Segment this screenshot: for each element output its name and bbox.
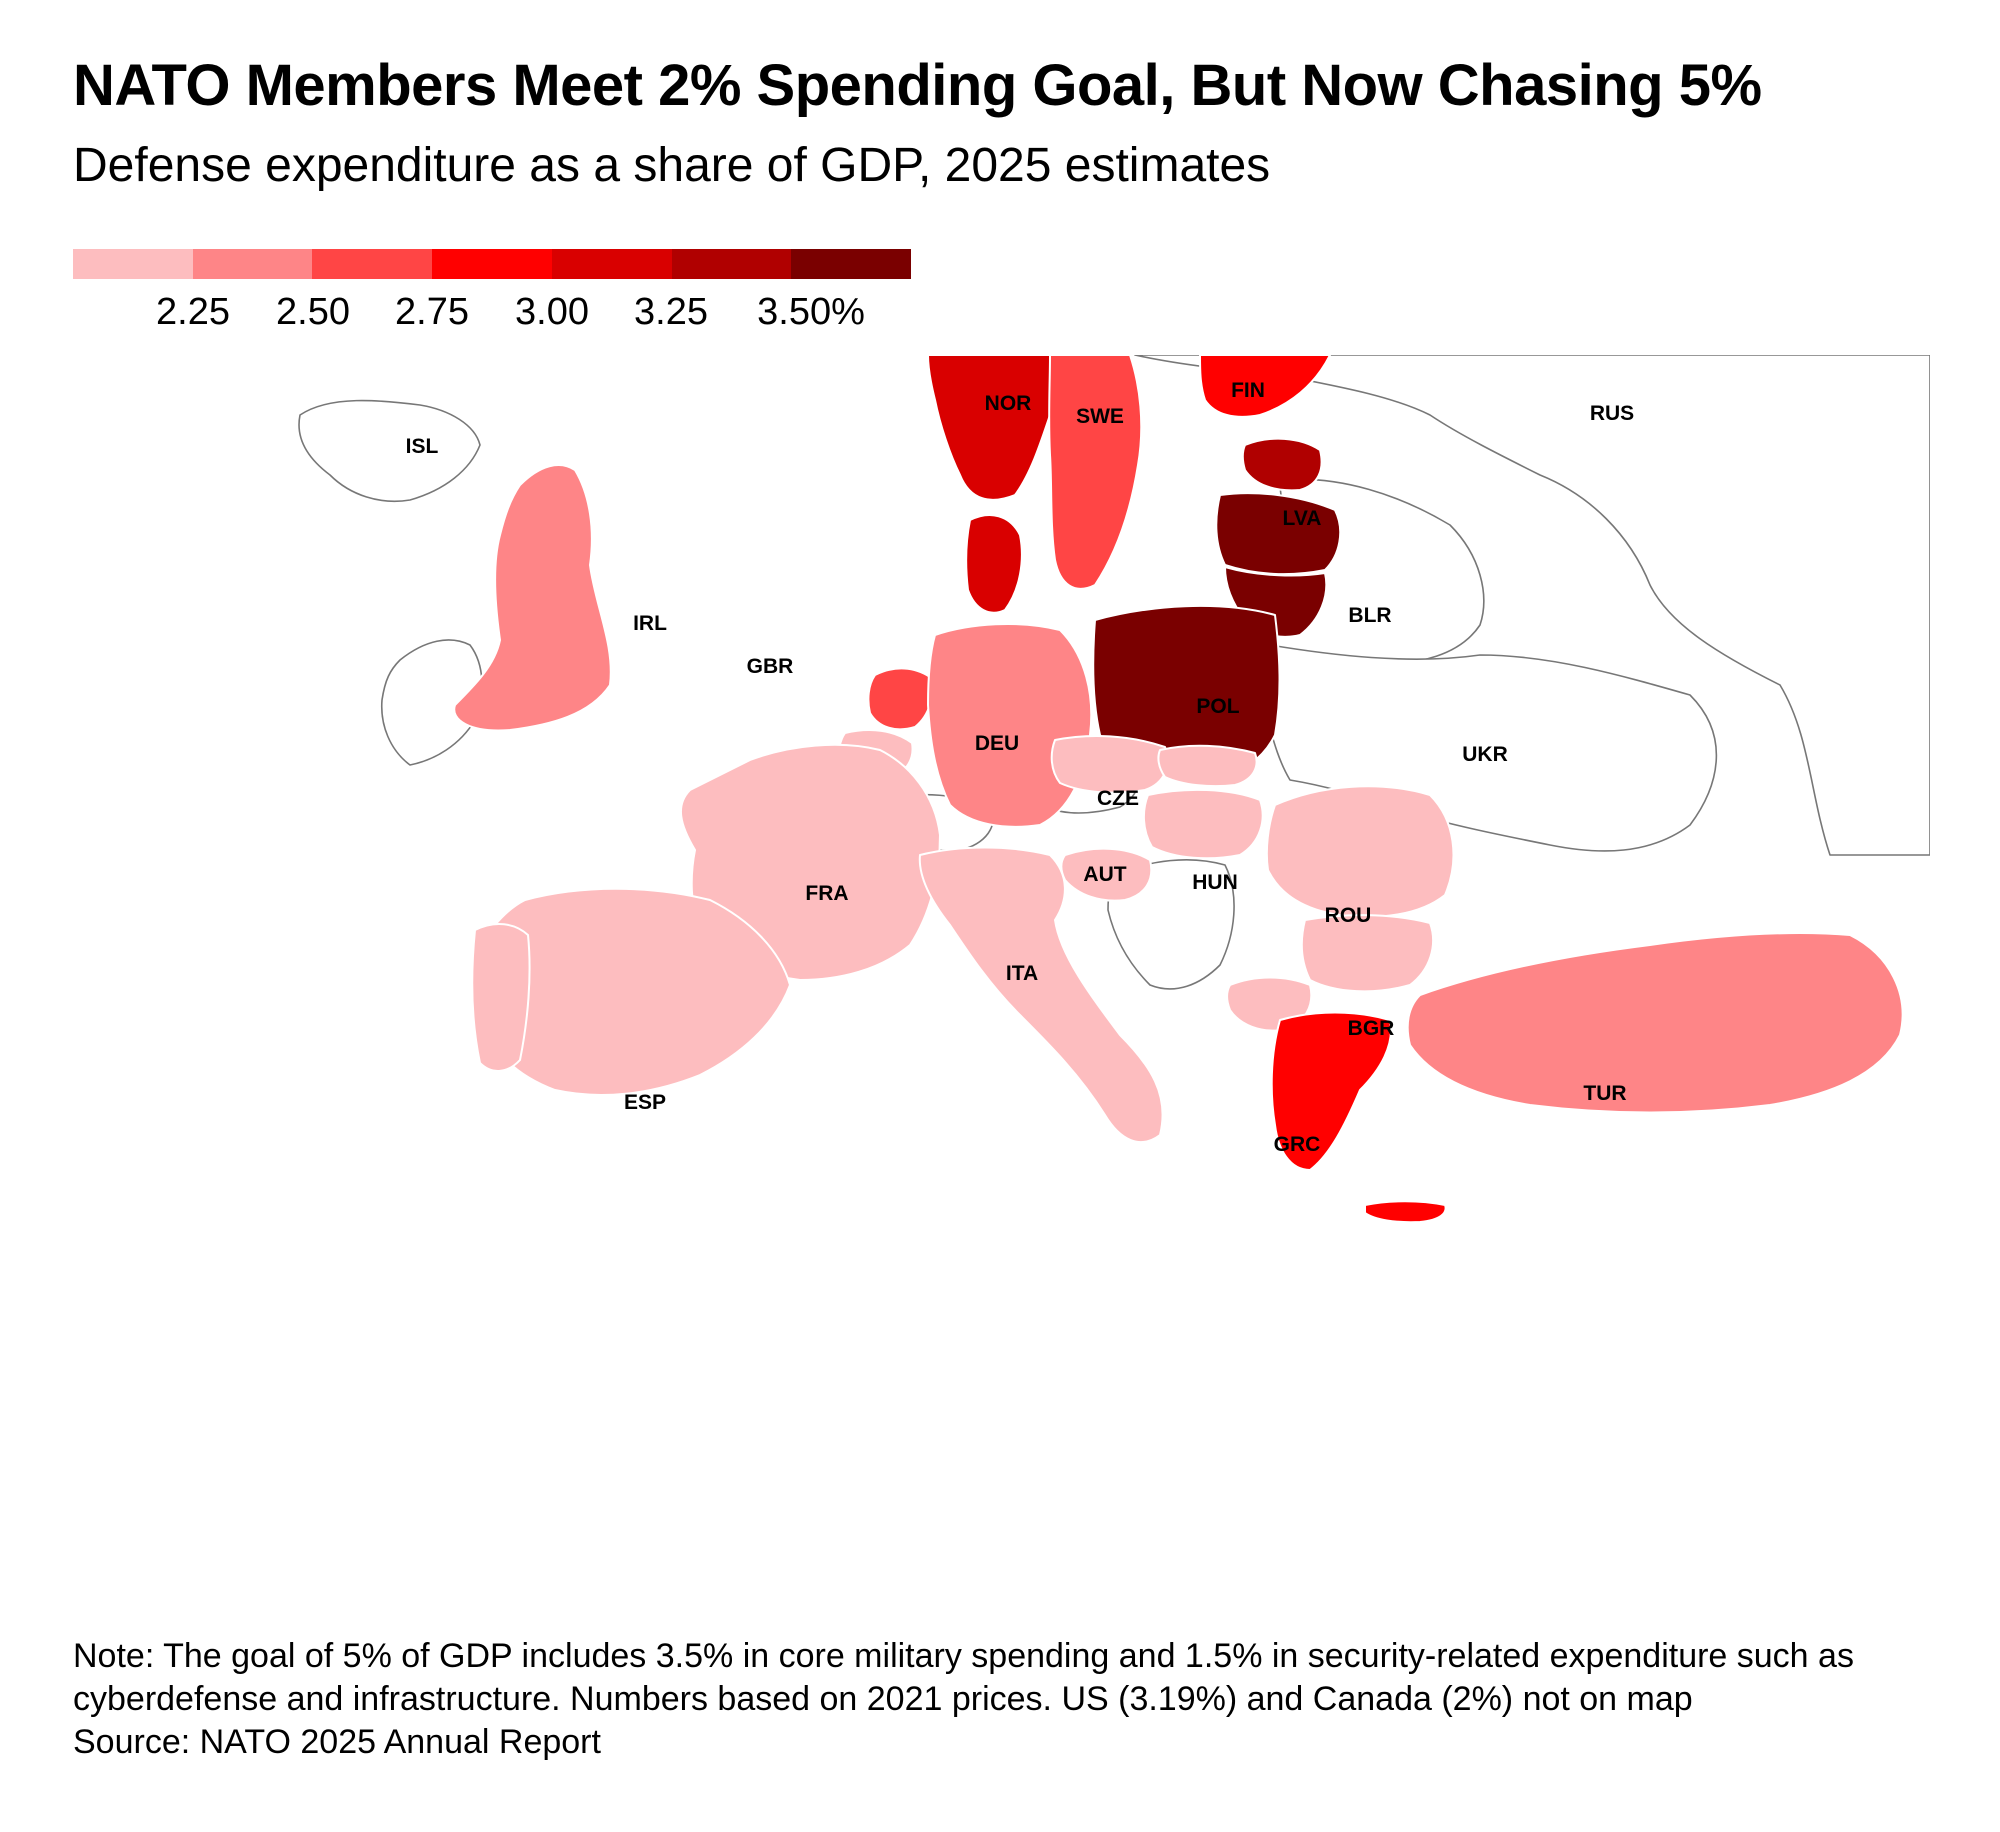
country-HUN — [1142, 788, 1264, 860]
island-crete — [1364, 1200, 1447, 1224]
legend-tick-2-75: 2.75 — [395, 291, 469, 333]
label-IRL: IRL — [633, 612, 667, 635]
country-SWE — [1048, 355, 1143, 590]
label-AUT: AUT — [1083, 863, 1126, 886]
country-IRL — [380, 639, 483, 766]
map-svg: ISL NOR SWE FIN RUS LVA IRL GBR BLR POL … — [298, 355, 1930, 1224]
label-FIN: FIN — [1231, 379, 1265, 402]
country-FIN — [1199, 355, 1331, 418]
legend-swatch-3 — [312, 249, 433, 279]
chart-footer: Note: The goal of 5% of GDP includes 3.5… — [73, 1635, 1933, 1764]
country-SVN-HRV — [1060, 847, 1153, 902]
label-LVA: LVA — [1283, 507, 1322, 530]
legend-swatch-4 — [432, 249, 552, 279]
legend-swatch-1 — [73, 249, 193, 279]
country-EST — [1241, 437, 1323, 492]
legend-tick-3-00: 3.00 — [515, 291, 589, 333]
country-PRT — [471, 923, 531, 1072]
legend-tick-3-25: 3.25 — [634, 291, 708, 333]
label-NOR: NOR — [985, 392, 1032, 415]
label-BLR: BLR — [1348, 604, 1391, 627]
legend-tick-2-25: 2.25 — [156, 291, 230, 333]
legend-ticks: 2.25 2.50 2.75 3.00 3.25 3.50% — [73, 279, 913, 333]
country-TUR — [1406, 932, 1904, 1114]
footnote: Note: The goal of 5% of GDP includes 3.5… — [73, 1637, 1854, 1718]
country-ROU — [1265, 785, 1455, 918]
color-legend: 2.25 2.50 2.75 3.00 3.25 3.50% — [73, 249, 913, 339]
label-BGR: BGR — [1348, 1017, 1395, 1040]
legend-tick-2-50: 2.50 — [276, 291, 350, 333]
legend-swatch-6 — [671, 249, 792, 279]
label-HUN: HUN — [1192, 871, 1238, 894]
country-ITA — [918, 846, 1164, 1144]
label-ITA: ITA — [1006, 962, 1038, 985]
label-GRC: GRC — [1274, 1133, 1321, 1156]
country-GBR — [453, 464, 612, 732]
country-LVA — [1215, 492, 1342, 576]
chart-title: NATO Members Meet 2% Spending Goal, But … — [73, 53, 1762, 118]
label-ESP: ESP — [624, 1091, 666, 1114]
label-SWE: SWE — [1076, 405, 1124, 428]
country-FRA — [679, 743, 941, 981]
country-ISL — [298, 399, 481, 503]
label-CZE: CZE — [1097, 787, 1139, 810]
label-UKR: UKR — [1462, 743, 1508, 766]
label-ISL: ISL — [406, 435, 439, 458]
label-GBR: GBR — [747, 655, 794, 678]
source-line: Source: NATO 2025 Annual Report — [73, 1723, 601, 1761]
legend-tick-3-50: 3.50% — [757, 291, 865, 333]
country-NLD — [867, 667, 933, 731]
chart-subtitle: Defense expenditure as a share of GDP, 2… — [73, 139, 1271, 192]
label-RUS: RUS — [1590, 402, 1634, 425]
label-POL: POL — [1196, 695, 1239, 718]
legend-swatch-2 — [192, 249, 313, 279]
country-BGR — [1300, 914, 1435, 993]
country-DNK — [965, 514, 1023, 614]
label-FRA: FRA — [805, 882, 848, 905]
country-NOR — [927, 355, 1051, 501]
legend-swatch-7 — [791, 249, 912, 279]
country-CZE — [1050, 734, 1169, 794]
label-TUR: TUR — [1583, 1082, 1626, 1105]
legend-swatch-5 — [551, 249, 672, 279]
label-ROU: ROU — [1325, 904, 1372, 927]
country-SVK — [1157, 744, 1258, 788]
country-DEU — [927, 622, 1093, 828]
label-DEU: DEU — [975, 732, 1019, 755]
europe-map: ISL NOR SWE FIN RUS LVA IRL GBR BLR POL … — [270, 355, 1930, 1585]
legend-color-bar — [73, 249, 912, 279]
country-GRC — [1270, 1011, 1392, 1171]
